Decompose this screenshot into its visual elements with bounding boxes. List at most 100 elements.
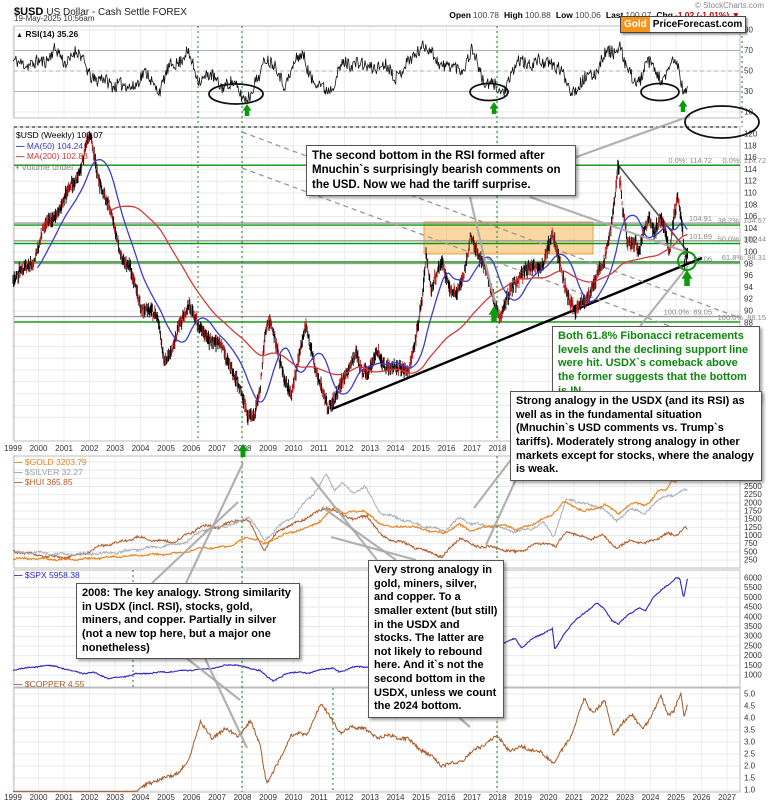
svg-text:94: 94 bbox=[744, 283, 753, 292]
usd-candles bbox=[12, 131, 688, 426]
svg-text:10: 10 bbox=[744, 108, 753, 117]
volume-icon: ▪ bbox=[16, 161, 20, 172]
svg-text:2009: 2009 bbox=[259, 793, 277, 802]
svg-text:2015: 2015 bbox=[412, 793, 430, 802]
volume-legend-label: Volume undef bbox=[21, 161, 74, 172]
svg-text:2005: 2005 bbox=[157, 444, 175, 453]
rsi-legend: ▲ RSI(14) 35.26 bbox=[16, 29, 78, 41]
svg-text:2018: 2018 bbox=[489, 793, 507, 802]
up-arrow-icons bbox=[238, 100, 693, 457]
svg-text:2008: 2008 bbox=[234, 793, 252, 802]
svg-text:2014: 2014 bbox=[387, 444, 405, 453]
svg-text:1500: 1500 bbox=[744, 515, 762, 524]
svg-text:2010: 2010 bbox=[285, 444, 303, 453]
goldpriceforecast-logo: Gold PriceForecast.com bbox=[620, 16, 747, 33]
svg-text:2026: 2026 bbox=[693, 793, 711, 802]
svg-text:2250: 2250 bbox=[744, 490, 762, 499]
indicator-icon: ▲ bbox=[16, 32, 23, 39]
svg-text:100.0%: 89.05: 100.0%: 89.05 bbox=[664, 308, 712, 317]
spx-series bbox=[12, 577, 689, 683]
svg-text:2.0: 2.0 bbox=[744, 762, 756, 771]
copper-legend: — $COPPER 4.55 bbox=[14, 679, 84, 689]
svg-text:2015: 2015 bbox=[412, 444, 430, 453]
svg-text:118: 118 bbox=[744, 141, 757, 150]
up-arrow-icon bbox=[238, 444, 248, 457]
svg-text:2021: 2021 bbox=[565, 793, 583, 802]
svg-text:70: 70 bbox=[744, 46, 753, 55]
logo-gold-badge: Gold bbox=[621, 17, 650, 32]
up-arrow-icon bbox=[489, 102, 499, 114]
svg-text:2011: 2011 bbox=[310, 444, 328, 453]
svg-text:4.0: 4.0 bbox=[744, 714, 756, 723]
svg-text:98.06: 98.06 bbox=[693, 254, 712, 263]
hui-legend: — $HUI 365.85 bbox=[14, 477, 87, 487]
svg-text:96: 96 bbox=[744, 271, 753, 280]
svg-text:2007: 2007 bbox=[208, 444, 226, 453]
svg-text:5000: 5000 bbox=[744, 593, 762, 602]
svg-text:3000: 3000 bbox=[744, 632, 762, 641]
line-sample-icon: — bbox=[14, 457, 23, 467]
quote-value: 100.88 bbox=[524, 10, 551, 20]
metals-panel-legend: — $GOLD 3203.79 — $SILVER 32.27 — $HUI 3… bbox=[14, 457, 87, 487]
svg-text:1500: 1500 bbox=[744, 661, 762, 670]
spx-legend: — $SPX 5958.38 bbox=[14, 570, 80, 580]
svg-text:2017: 2017 bbox=[463, 444, 481, 453]
svg-text:50: 50 bbox=[744, 67, 753, 76]
ma200-legend: — MA(200) 102.83 bbox=[16, 151, 103, 162]
rsi-series bbox=[12, 40, 688, 104]
svg-text:2004: 2004 bbox=[132, 793, 150, 802]
ma50-legend-label: MA(50) 104.24 bbox=[26, 140, 84, 151]
ma50-legend: — MA(50) 104.24 bbox=[16, 141, 103, 152]
quote-value: 100.78 bbox=[472, 10, 499, 20]
svg-text:2.5: 2.5 bbox=[744, 750, 756, 759]
fibonacci-bottom-note: Both 61.8% Fibonacci retracements levels… bbox=[552, 326, 760, 403]
quote-label: High bbox=[503, 10, 523, 20]
gold-legend: — $GOLD 3203.79 bbox=[14, 457, 87, 467]
svg-text:104: 104 bbox=[744, 224, 758, 233]
svg-text:0.0%: 114.72: 0.0%: 114.72 bbox=[722, 156, 766, 165]
svg-text:112: 112 bbox=[744, 177, 757, 186]
ma200-legend-label: MA(200) 102.83 bbox=[26, 151, 88, 161]
logo-text: PriceForecast.com bbox=[649, 17, 746, 32]
svg-text:61.8%: 98.31: 61.8%: 98.31 bbox=[722, 253, 766, 262]
svg-text:2012: 2012 bbox=[336, 444, 354, 453]
svg-text:2013: 2013 bbox=[361, 444, 379, 453]
svg-text:3500: 3500 bbox=[744, 622, 762, 631]
svg-text:88: 88 bbox=[744, 318, 753, 327]
chart-datetime: 19-May-2025 10:56am bbox=[14, 14, 95, 23]
svg-text:2023: 2023 bbox=[616, 793, 634, 802]
svg-text:108: 108 bbox=[744, 200, 758, 209]
svg-text:2020: 2020 bbox=[540, 793, 558, 802]
svg-text:90: 90 bbox=[744, 26, 753, 35]
svg-text:2024: 2024 bbox=[642, 793, 660, 802]
svg-text:110: 110 bbox=[744, 189, 757, 198]
copper-legend-label: $COPPER 4.55 bbox=[24, 679, 85, 689]
svg-text:1999: 1999 bbox=[4, 793, 22, 802]
svg-text:2017: 2017 bbox=[463, 793, 481, 802]
silver-legend-label: $SILVER 32.27 bbox=[24, 467, 83, 477]
svg-text:2007: 2007 bbox=[208, 793, 226, 802]
quote-label: Last bbox=[605, 10, 624, 20]
svg-text:98: 98 bbox=[744, 259, 753, 268]
line-sample-icon: — bbox=[16, 151, 25, 161]
svg-text:106: 106 bbox=[744, 212, 758, 221]
svg-text:2500: 2500 bbox=[744, 482, 762, 491]
svg-text:116: 116 bbox=[744, 153, 757, 162]
svg-text:1250: 1250 bbox=[744, 523, 762, 532]
svg-text:101.89: 101.89 bbox=[689, 232, 712, 241]
chart-title: $USD US Dollar - Cash Settle FOREX bbox=[14, 2, 187, 20]
svg-text:3.0: 3.0 bbox=[744, 738, 756, 747]
svg-text:1750: 1750 bbox=[744, 507, 762, 516]
svg-text:5500: 5500 bbox=[744, 583, 762, 592]
svg-text:1000: 1000 bbox=[744, 671, 762, 680]
svg-text:2027: 2027 bbox=[718, 793, 736, 802]
source-credit: © StockCharts.com bbox=[694, 1, 764, 10]
copper-series bbox=[13, 691, 688, 792]
svg-text:100: 100 bbox=[744, 248, 758, 257]
svg-text:102: 102 bbox=[744, 236, 758, 245]
svg-text:2011: 2011 bbox=[310, 793, 328, 802]
svg-text:1999: 1999 bbox=[4, 444, 22, 453]
svg-text:2022: 2022 bbox=[591, 793, 609, 802]
hui-legend-label: $HUI 365.85 bbox=[24, 477, 73, 487]
quote-value: -1.02 (-1.01%) ▼ bbox=[674, 10, 740, 20]
